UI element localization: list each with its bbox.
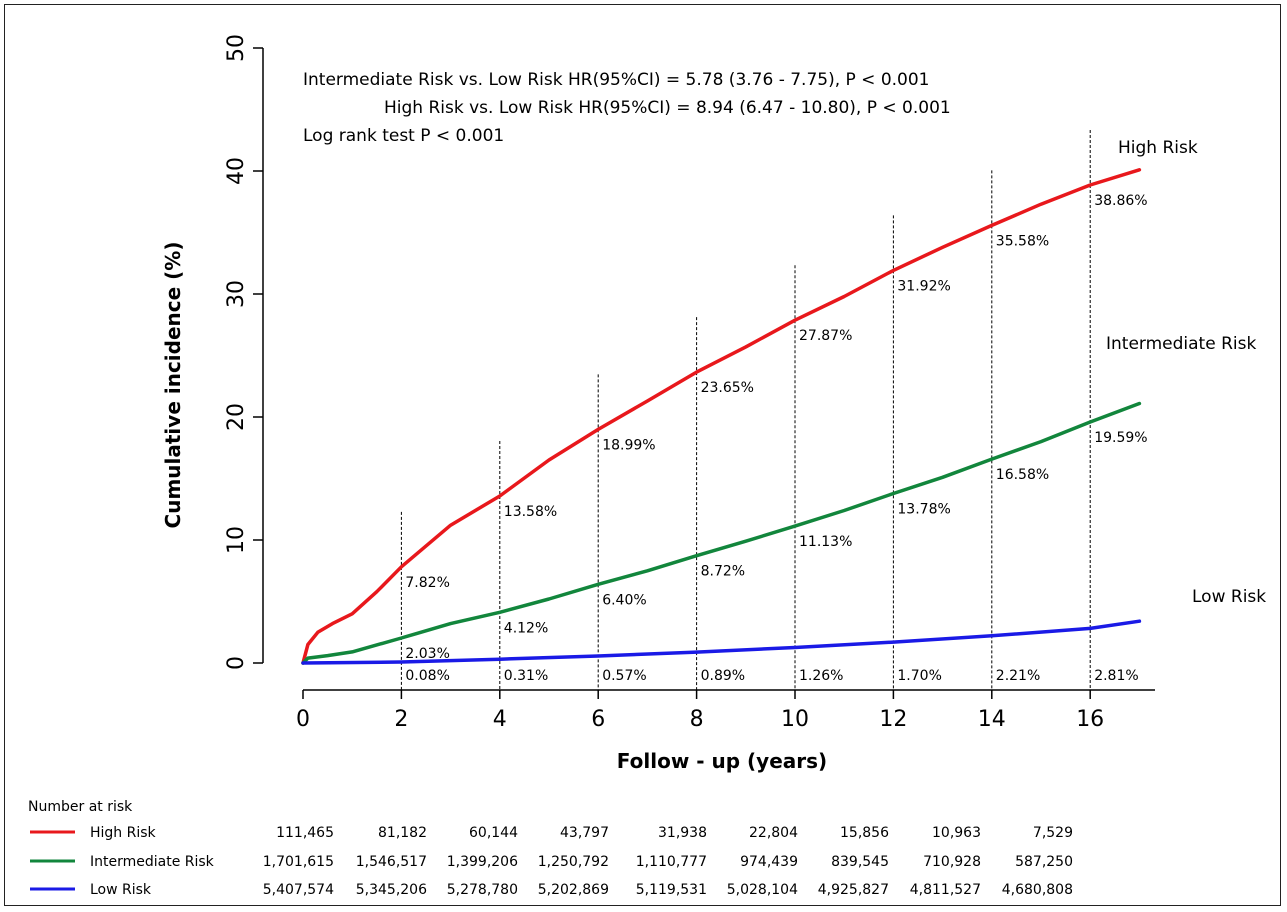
risk-value-high-risk-0: 111,465: [276, 825, 334, 841]
label-low-risk-6: 0.57%: [602, 668, 646, 684]
annotations: Intermediate Risk vs. Low Risk HR(95%CI)…: [303, 70, 951, 146]
x-tick-label: 12: [879, 707, 907, 732]
axes: 0 2 4 6 8 10 12 14 16 0 10 20 30 40 50: [224, 34, 1155, 732]
curve-high-risk: [301, 168, 1142, 665]
figure-frame: [4, 4, 1281, 906]
risk-value-intermediate-risk-10: 974,439: [740, 854, 798, 870]
annotation-log-rank: Log rank test P < 0.001: [303, 126, 504, 146]
label-low-risk-10: 1.26%: [799, 668, 843, 684]
label-intermediate-risk-6: 6.40%: [602, 592, 646, 608]
risk-value-high-risk-10: 22,804: [749, 825, 798, 841]
curve-intermediate-risk: [301, 401, 1142, 665]
label-low-risk-16: 2.81%: [1094, 668, 1138, 684]
risk-value-high-risk-2: 81,182: [378, 825, 427, 841]
label-intermediate-risk-4: 4.12%: [504, 620, 548, 636]
number-at-risk-table: Number at risk High Risk 111,465 81,182 60,…: [28, 799, 1073, 898]
label-high-risk-14: 35.58%: [996, 233, 1049, 249]
curve-low-risk: [301, 619, 1142, 665]
curve-end-labels: High Risk Intermediate Risk Low Risk: [1106, 138, 1266, 607]
risk-value-intermediate-risk-4: 1,399,206: [447, 854, 518, 870]
x-tick-label: 2: [394, 707, 408, 732]
label-high-risk-2: 7.82%: [405, 575, 449, 591]
label-high-risk-6: 18.99%: [602, 437, 655, 453]
x-tick-label: 8: [690, 707, 704, 732]
label-high-risk-8: 23.65%: [701, 380, 754, 396]
label-intermediate-risk-14: 16.58%: [996, 467, 1049, 483]
risk-value-intermediate-risk-12: 839,545: [831, 854, 889, 870]
incidence-curves: [301, 168, 1142, 665]
x-tick-label: 0: [296, 707, 310, 732]
risk-value-low-risk-6: 5,202,869: [538, 882, 609, 898]
risk-value-low-risk-8: 5,119,531: [636, 882, 707, 898]
percent-labels: 7.82% 13.58% 18.99% 23.65% 27.87% 31.92% 35.58…: [405, 193, 1147, 684]
label-low-risk-12: 1.70%: [897, 668, 941, 684]
risk-value-low-risk-16: 4,680,808: [1002, 882, 1073, 898]
risk-row-name: Low Risk: [90, 882, 152, 898]
y-tick-label: 30: [224, 280, 249, 308]
y-tick-label: 10: [224, 526, 249, 554]
risk-value-high-risk-12: 15,856: [840, 825, 889, 841]
y-tick-label: 50: [224, 34, 249, 62]
x-axis-label: Follow - up (years): [617, 749, 827, 773]
label-low-risk-8: 0.89%: [701, 668, 745, 684]
risk-value-low-risk-14: 4,811,527: [910, 882, 981, 898]
risk-row-name: High Risk: [90, 825, 157, 841]
risk-value-intermediate-risk-16: 587,250: [1015, 854, 1073, 870]
y-tick-label: 0: [224, 656, 249, 670]
label-intermediate-risk-2: 2.03%: [405, 646, 449, 662]
label-high-risk-10: 27.87%: [799, 328, 852, 344]
x-tick-label: 16: [1076, 707, 1104, 732]
risk-value-intermediate-risk-6: 1,250,792: [538, 854, 609, 870]
x-tick-label: 6: [591, 707, 605, 732]
risk-value-high-risk-4: 60,144: [469, 825, 518, 841]
risk-value-low-risk-10: 5,028,104: [727, 882, 798, 898]
risk-value-high-risk-8: 31,938: [658, 825, 707, 841]
risk-value-intermediate-risk-2: 1,546,517: [356, 854, 427, 870]
label-intermediate-risk-12: 13.78%: [897, 502, 950, 518]
y-tick-label: 20: [224, 403, 249, 431]
risk-value-low-risk-4: 5,278,780: [447, 882, 518, 898]
risk-value-low-risk-12: 4,925,827: [818, 882, 889, 898]
x-tick-label: 14: [978, 707, 1006, 732]
risk-value-intermediate-risk-8: 1,110,777: [636, 854, 707, 870]
label-intermediate-risk-8: 8.72%: [701, 564, 745, 580]
label-intermediate-risk-16: 19.59%: [1094, 430, 1147, 446]
x-tick-label: 10: [781, 707, 809, 732]
axis-titles: Follow - up (years) Cumulative incidence…: [161, 242, 827, 773]
curve-label-low-risk: Low Risk: [1192, 587, 1266, 607]
y-axis-label: Cumulative incidence (%): [161, 242, 185, 529]
year-reference-lines: [400, 130, 1091, 690]
label-high-risk-12: 31.92%: [897, 278, 950, 294]
curve-label-intermediate-risk: Intermediate Risk: [1106, 334, 1256, 354]
risk-value-high-risk-16: 7,529: [1033, 825, 1073, 841]
curve-label-high-risk: High Risk: [1118, 138, 1198, 158]
risk-table-title: Number at risk: [28, 799, 133, 815]
label-high-risk-16: 38.86%: [1094, 193, 1147, 209]
annotation-hr-intermediate: Intermediate Risk vs. Low Risk HR(95%CI)…: [303, 70, 930, 90]
label-low-risk-4: 0.31%: [504, 668, 548, 684]
label-low-risk-14: 2.21%: [996, 668, 1040, 684]
risk-value-intermediate-risk-14: 710,928: [923, 854, 981, 870]
risk-value-low-risk-2: 5,345,206: [356, 882, 427, 898]
risk-value-high-risk-6: 43,797: [560, 825, 609, 841]
x-tick-label: 4: [493, 707, 507, 732]
risk-value-low-risk-0: 5,407,574: [263, 882, 334, 898]
annotation-hr-high: High Risk vs. Low Risk HR(95%CI) = 8.94 …: [384, 98, 951, 118]
risk-row-name: Intermediate Risk: [90, 854, 215, 870]
label-high-risk-4: 13.58%: [504, 504, 557, 520]
label-low-risk-2: 0.08%: [405, 668, 449, 684]
risk-value-high-risk-14: 10,963: [932, 825, 981, 841]
y-tick-label: 40: [224, 157, 249, 185]
risk-value-intermediate-risk-0: 1,701,615: [263, 854, 334, 870]
label-intermediate-risk-10: 11.13%: [799, 534, 852, 550]
